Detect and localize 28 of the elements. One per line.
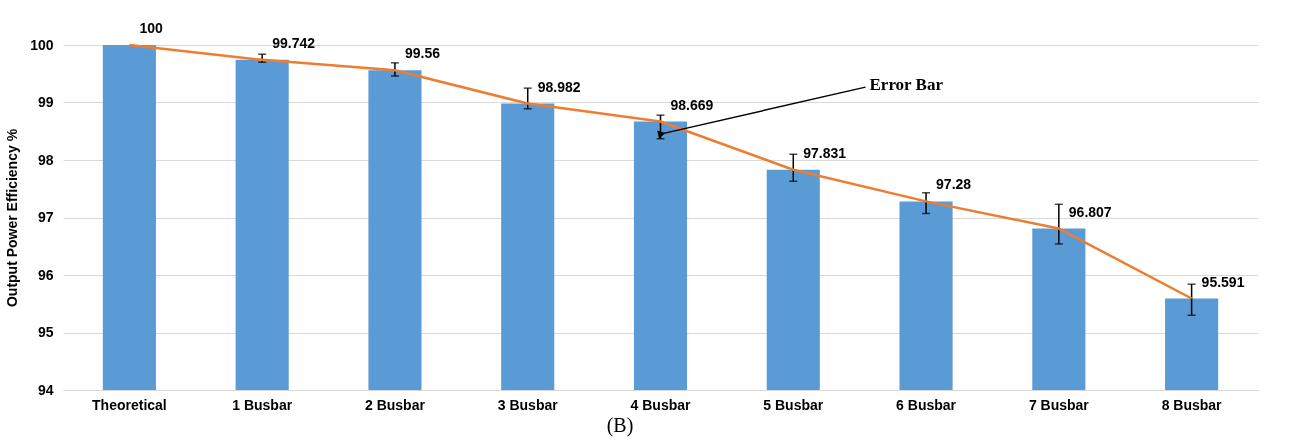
x-tick-label: 7 Busbar: [1028, 396, 1090, 413]
x-tick-label: 3 Busbar: [497, 396, 559, 413]
text: (B): [605, 413, 635, 437]
x-tick-label: 5 Busbar: [763, 396, 824, 413]
data-label: 96.807: [1068, 203, 1112, 220]
y-tick-label: 95: [37, 324, 54, 340]
x-tick-label: 8 Busbar: [1161, 396, 1223, 413]
x-tick-label: 6 Busbar: [896, 396, 957, 413]
data-label: 99.742: [272, 34, 316, 51]
data-label: 97.831: [803, 144, 847, 161]
annotation: Error Bar: [869, 75, 944, 95]
y-tick-label: 99: [37, 94, 54, 110]
x-tick-label: 2 Busbar: [364, 396, 426, 413]
data-label: 98.669: [670, 96, 714, 113]
data-label: 97.28: [936, 176, 972, 193]
data-label: 99.56: [404, 45, 441, 62]
y-axis-title: Output Power Efficiency %: [4, 128, 21, 308]
y-tick-label: 97: [37, 209, 54, 225]
data-label: 98.982: [537, 78, 581, 95]
y-tick-label: 98: [37, 151, 54, 168]
data-label: 95.591: [1201, 273, 1245, 290]
data-label: 100: [139, 20, 163, 36]
y-tick-label: 100: [30, 36, 54, 53]
y-tick-label: 96: [37, 266, 54, 283]
x-tick-label: Theoretical: [92, 396, 167, 413]
x-tick-label: 1 Busbar: [232, 396, 293, 413]
x-tick-label: 4 Busbar: [630, 396, 691, 413]
y-tick-label: 94: [37, 381, 54, 398]
